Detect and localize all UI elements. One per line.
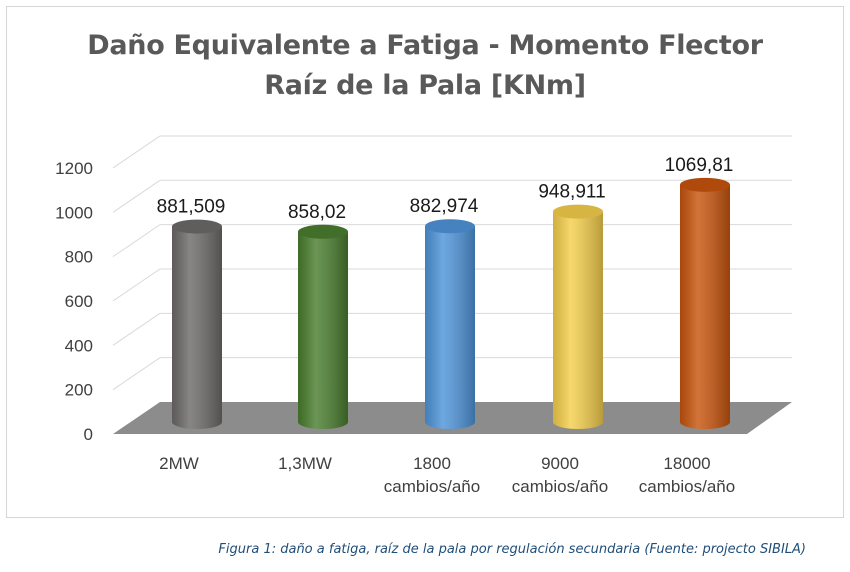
gridline-side — [112, 224, 161, 258]
bar-top — [553, 204, 603, 219]
y-tick-label: 600 — [65, 292, 93, 311]
bar-shading — [425, 226, 475, 429]
x-category-label: 2MW — [159, 454, 199, 473]
x-category-label: cambios/año — [512, 477, 608, 496]
y-tick-label: 200 — [65, 381, 93, 400]
x-category-label: 1800 — [413, 454, 451, 473]
bar-shading — [298, 231, 348, 429]
x-category-label: 9000 — [541, 454, 579, 473]
data-label: 1069,81 — [665, 155, 734, 176]
bar-top-shade — [680, 177, 730, 192]
y-tick-label: 0 — [84, 425, 93, 444]
y-tick-label: 800 — [65, 248, 93, 267]
gridline-side — [112, 179, 161, 213]
bar-top — [172, 219, 222, 234]
gridline-side — [112, 357, 161, 391]
bar-shading — [172, 226, 222, 429]
bar-chart-plot: 0 200 400 600 800 1000 1200 881,509 2MW 858,02 1,3… — [55, 135, 792, 496]
chart-title-line-1: Daño Equivalente a Fatiga - Momento Flec… — [87, 30, 763, 61]
bar-top-shade — [298, 224, 348, 239]
bar-top — [298, 224, 348, 239]
bar — [553, 204, 603, 429]
x-category-label: 1,3MW — [278, 454, 332, 473]
gridline-side — [112, 135, 161, 169]
bar — [298, 224, 348, 429]
bar — [172, 219, 222, 429]
data-label: 858,02 — [288, 202, 346, 223]
bar-top — [425, 219, 475, 234]
bar-shading — [553, 211, 603, 429]
x-category-label: 18000 — [663, 454, 710, 473]
bar — [425, 219, 475, 429]
bar-shading — [680, 184, 730, 429]
bar-top-shade — [425, 219, 475, 234]
bar-top — [680, 177, 730, 192]
y-tick-label: 1200 — [55, 159, 93, 178]
y-tick-label: 1000 — [55, 203, 93, 222]
x-category-label: cambios/año — [384, 477, 480, 496]
chart-title: Daño Equivalente a Fatiga - Momento Flec… — [6, 26, 844, 106]
chart-title-line-2: Raíz de la Pala [KNm] — [264, 70, 586, 101]
data-label: 948,911 — [538, 182, 605, 203]
data-label: 881,509 — [157, 197, 226, 218]
bar-top-shade — [172, 219, 222, 234]
bar-top-shade — [553, 204, 603, 219]
gridline-side — [112, 268, 161, 302]
bar — [680, 177, 730, 429]
data-label: 882,974 — [410, 196, 479, 217]
x-category-label: cambios/año — [639, 477, 735, 496]
figure-caption: Figura 1: daño a fatiga, raíz de la pala… — [218, 542, 806, 557]
y-tick-label: 400 — [65, 336, 93, 355]
gridline-side — [112, 312, 161, 346]
